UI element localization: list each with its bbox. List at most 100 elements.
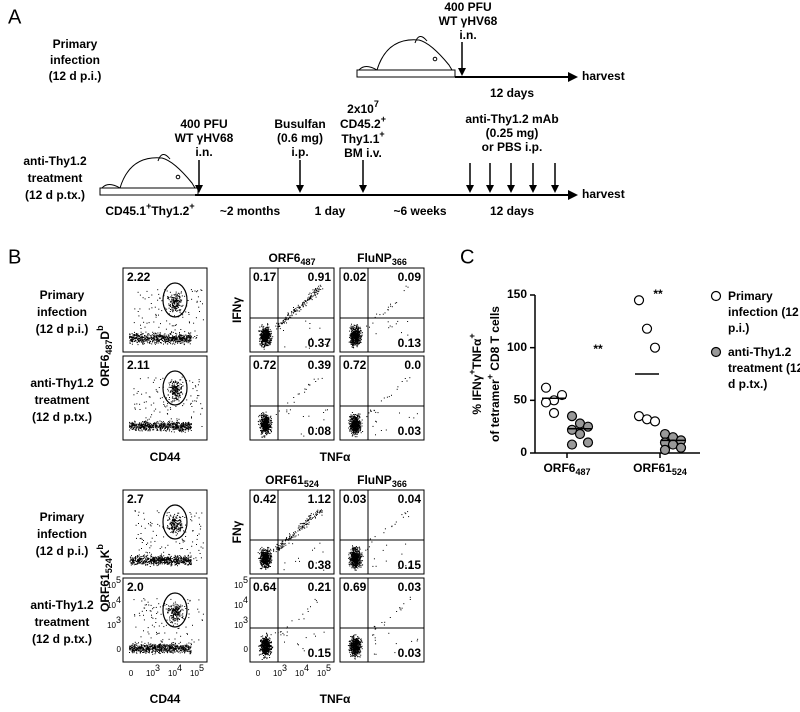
- event-dot: [151, 335, 152, 336]
- event-dot: [181, 313, 182, 314]
- event-dot: [200, 289, 201, 290]
- event-dot: [167, 557, 168, 558]
- event-dot: [186, 380, 187, 381]
- event-dot: [138, 563, 139, 564]
- event-dot: [266, 412, 267, 413]
- event-dot: [169, 339, 170, 340]
- event-dot: [151, 561, 152, 562]
- event-dot: [153, 340, 154, 341]
- event-dot: [146, 562, 147, 563]
- event-dot: [179, 530, 180, 531]
- event-dot: [202, 548, 203, 549]
- event-dot: [357, 332, 358, 333]
- event-dot: [168, 341, 169, 342]
- event-dot: [191, 418, 192, 419]
- event-dot: [361, 339, 362, 340]
- event-dot: [130, 337, 131, 338]
- event-dot: [190, 552, 191, 553]
- event-dot: [166, 559, 167, 560]
- event-dot: [152, 429, 153, 430]
- event-dot: [267, 332, 268, 333]
- event-dot: [358, 414, 359, 415]
- event-dot: [135, 338, 136, 339]
- event-dot: [166, 320, 167, 321]
- event-dot: [315, 381, 316, 382]
- event-dot: [190, 337, 191, 338]
- event-dot: [164, 559, 165, 560]
- event-dot: [177, 565, 178, 566]
- event-dot: [172, 428, 173, 429]
- event-dot: [172, 305, 173, 306]
- event-dot: [176, 338, 177, 339]
- event-dot: [354, 428, 355, 429]
- event-dot: [144, 402, 145, 403]
- event-dot: [168, 339, 169, 340]
- gate-value: 2.11: [127, 358, 150, 372]
- event-dot: [352, 339, 353, 340]
- event-dot: [261, 423, 262, 424]
- event-label-part: +: [381, 114, 386, 124]
- event-dot: [134, 388, 135, 389]
- event-dot: [192, 541, 193, 542]
- event-dot: [262, 332, 263, 333]
- event-dot: [133, 558, 134, 559]
- event-dot: [138, 523, 139, 524]
- event-dot: [172, 561, 173, 562]
- event-dot: [147, 565, 148, 566]
- event-dot: [185, 311, 186, 312]
- event-dot: [388, 307, 389, 308]
- event-dot: [397, 389, 398, 390]
- event-dot: [158, 340, 159, 341]
- event-dot: [175, 528, 176, 529]
- event-dot: [349, 431, 350, 432]
- event-dot: [178, 300, 179, 301]
- event-dot: [264, 429, 265, 430]
- event-dot: [169, 429, 170, 430]
- event-dot: [171, 337, 172, 338]
- event-dot: [185, 536, 186, 537]
- event-dot: [172, 325, 173, 326]
- event-dot: [159, 298, 160, 299]
- event-dot: [175, 556, 176, 557]
- event-dot: [149, 343, 150, 344]
- event-dot: [173, 394, 174, 395]
- event-dot: [271, 342, 272, 343]
- event-dot: [158, 294, 159, 295]
- event-dot: [147, 291, 148, 292]
- tetramer-label-part: b: [95, 544, 105, 550]
- event-dot: [175, 386, 176, 387]
- event-dot: [355, 434, 356, 435]
- event-dot: [156, 341, 157, 342]
- event-dot: [178, 558, 179, 559]
- arrow-head: [507, 185, 515, 193]
- event-dot: [397, 386, 398, 387]
- event-dot: [163, 387, 164, 388]
- event-dot: [174, 308, 175, 309]
- event-dot: [179, 302, 180, 303]
- event-dot: [390, 326, 391, 327]
- event-dot: [265, 432, 266, 433]
- event-dot: [315, 289, 316, 290]
- event-dot: [189, 557, 190, 558]
- event-dot: [302, 302, 303, 303]
- event-dot: [174, 344, 175, 345]
- event-dot: [186, 336, 187, 337]
- event-dot: [138, 292, 139, 293]
- event-dot: [288, 312, 289, 313]
- mouse-label: CD45.1+Thy1.2+: [105, 201, 194, 218]
- event-dot: [188, 431, 189, 432]
- event-dot: [158, 562, 159, 563]
- event-dot: [154, 341, 155, 342]
- event-dot: [156, 423, 157, 424]
- event-dot: [173, 305, 174, 306]
- event-dot: [177, 523, 178, 524]
- event-dot: [137, 339, 138, 340]
- event-dot: [145, 340, 146, 341]
- event-dot: [175, 424, 176, 425]
- row-label: anti-Thy1.2: [23, 154, 87, 168]
- event-dot: [265, 345, 266, 346]
- row-label: infection: [37, 305, 87, 319]
- event-dot: [183, 385, 184, 386]
- event-dot: [196, 544, 197, 545]
- event-dot: [170, 301, 171, 302]
